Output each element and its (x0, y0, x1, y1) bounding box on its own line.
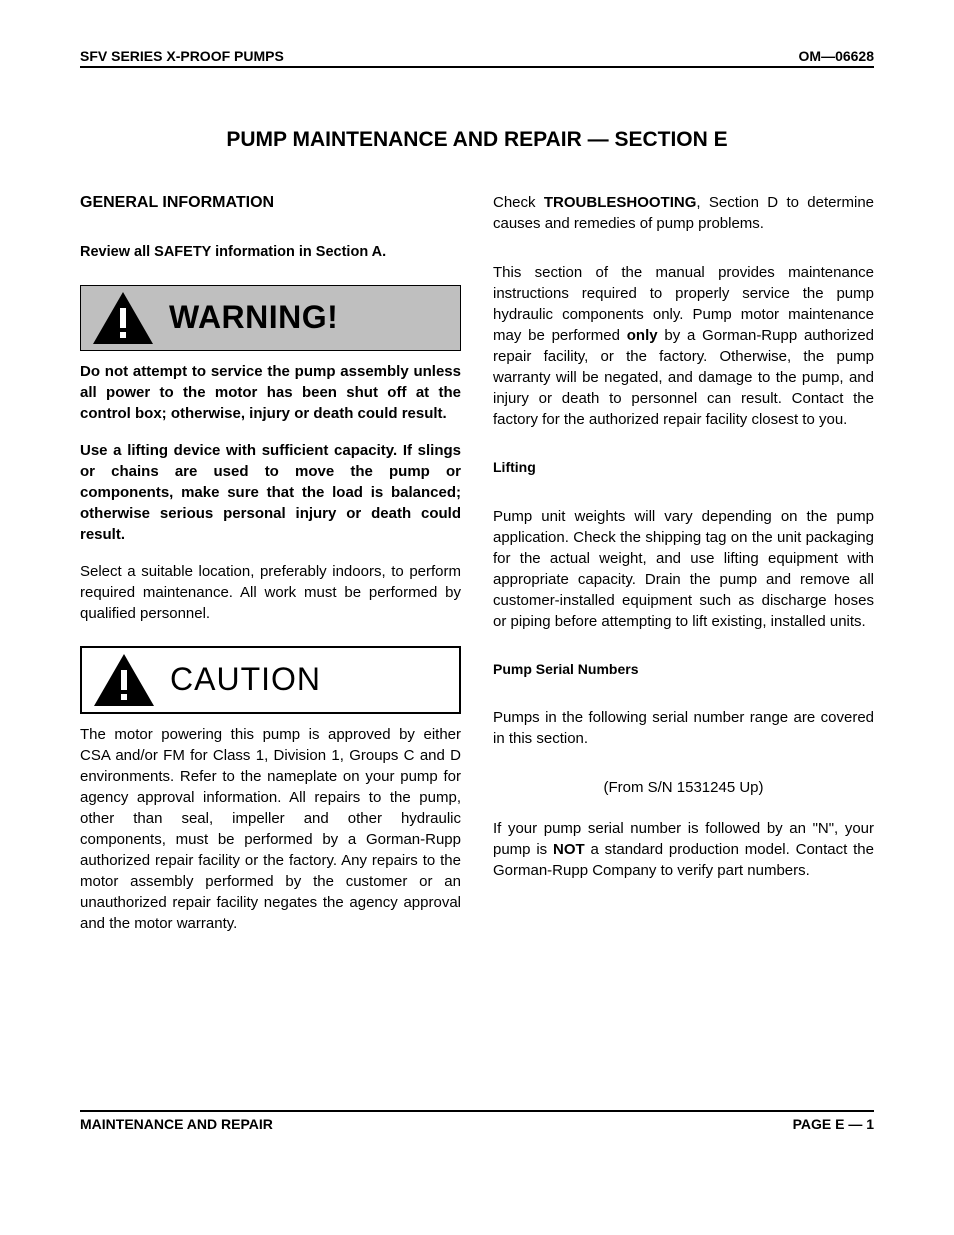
serial-numbers-heading: Pump Serial Numbers (493, 660, 874, 680)
warning-paragraph-1: Do not attempt to service the pump assem… (80, 361, 461, 424)
footer-left: MAINTENANCE AND REPAIR (80, 1116, 273, 1132)
serial-range: (From S/N 1531245 Up) (493, 777, 874, 798)
scope-bold: only (627, 327, 658, 344)
lifting-paragraph: Pump unit weights will vary depending on… (493, 506, 874, 632)
page-footer: MAINTENANCE AND REPAIR PAGE E — 1 (80, 1110, 874, 1132)
check-troubleshooting-paragraph: Check TROUBLESHOOTING, Section D to dete… (493, 192, 874, 234)
warning-paragraph-2: Use a lifting device with sufficient cap… (80, 440, 461, 545)
page-header: SFV SERIES X-PROOF PUMPS OM—06628 (80, 48, 874, 68)
header-right: OM—06628 (799, 48, 874, 64)
caution-triangle-icon (92, 652, 156, 708)
right-column: Check TROUBLESHOOTING, Section D to dete… (493, 192, 874, 950)
warning-triangle-icon (91, 290, 155, 346)
header-left: SFV SERIES X-PROOF PUMPS (80, 48, 284, 64)
page-title: PUMP MAINTENANCE AND REPAIR — SECTION E (80, 128, 874, 152)
lifting-heading: Lifting (493, 458, 874, 478)
safety-review-note: Review all SAFETY information in Section… (80, 242, 461, 262)
warning-box: WARNING! (80, 285, 461, 351)
warning-label: WARNING! (169, 295, 338, 340)
general-info-heading: GENERAL INFORMATION (80, 192, 461, 214)
check-prefix: Check (493, 194, 544, 211)
caution-box: CAUTION (80, 646, 461, 714)
left-column: GENERAL INFORMATION Review all SAFETY in… (80, 192, 461, 950)
serial-p2-bold: NOT (553, 841, 585, 858)
serial-paragraph-2: If your pump serial number is followed b… (493, 818, 874, 881)
footer-right: PAGE E — 1 (793, 1116, 874, 1132)
scope-paragraph: This section of the manual provides main… (493, 262, 874, 430)
caution-label: CAUTION (170, 657, 321, 702)
check-bold: TROUBLESHOOTING (544, 194, 697, 211)
location-paragraph: Select a suitable location, preferably i… (80, 561, 461, 624)
serial-paragraph-1: Pumps in the following serial number ran… (493, 707, 874, 749)
content-columns: GENERAL INFORMATION Review all SAFETY in… (80, 192, 874, 950)
caution-paragraph: The motor powering this pump is approved… (80, 724, 461, 934)
